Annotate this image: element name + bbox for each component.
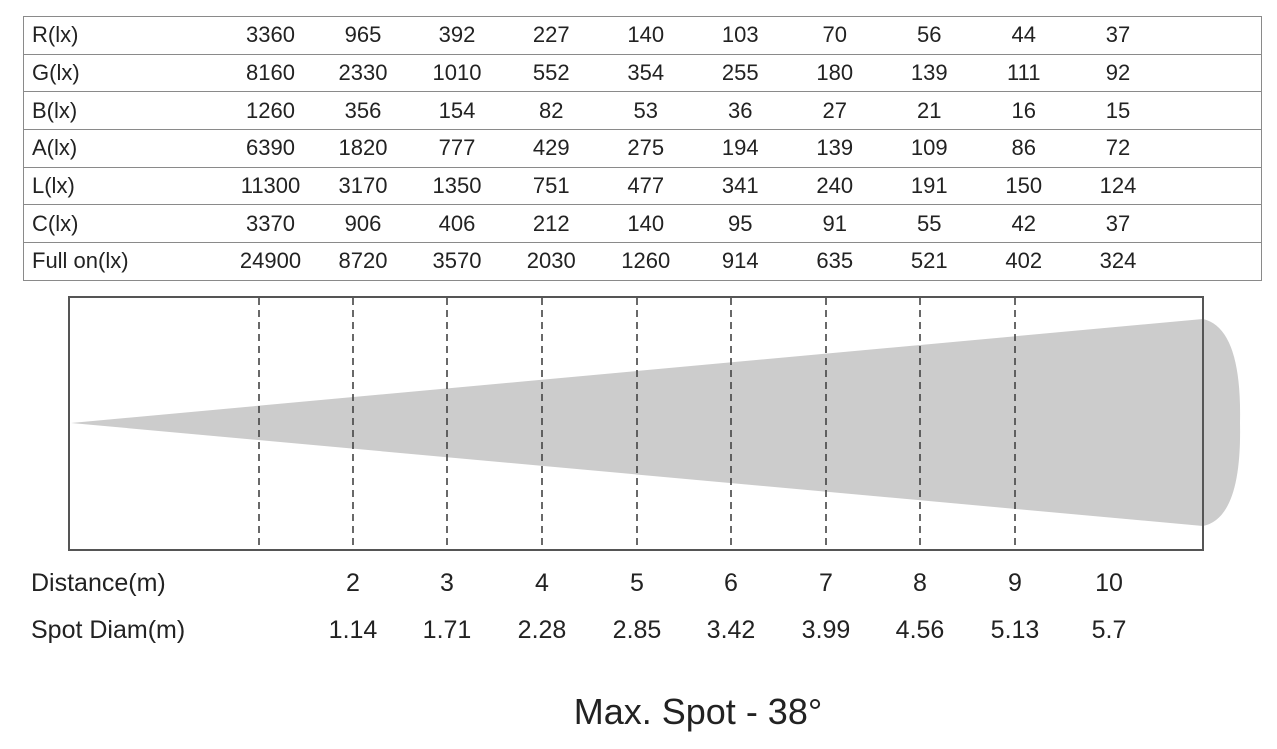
table-cell: 140 [598,16,693,55]
row-label: R(lx) [23,16,225,55]
table-cell: 1350 [410,166,504,206]
table-cell: 1260 [598,242,693,281]
distance-value: 10 [1095,569,1123,597]
table-row: G(lx) 8160 2330 1010 552 354 255 180 139 111 92 [23,53,1262,93]
table-cell: 24900 [225,242,316,281]
table-cell: 111 [976,53,1071,93]
table-cell: 15 [1071,91,1165,131]
spot-diam-value: 5.13 [990,616,1040,644]
distance-gridlines [258,298,1016,549]
table-cell: 103 [693,16,788,55]
table-cell: 140 [598,204,693,244]
table-cell: 139 [882,53,977,93]
table-cell: 109 [882,129,977,168]
table-cell: 402 [976,242,1071,281]
table-cell: 521 [882,242,977,281]
beam-cone [71,319,1241,526]
table-cell: 2030 [504,242,599,281]
table-padding-cell [1165,53,1262,93]
distance-value: 9 [1008,569,1022,597]
row-label: A(lx) [23,129,225,168]
table-cell: 227 [504,16,599,55]
table-cell: 324 [1071,242,1165,281]
table-cell: 3360 [225,16,316,55]
row-label: B(lx) [23,91,225,131]
spot-diam-label: Spot Diam(m) [31,616,186,644]
table-cell: 70 [787,16,882,55]
distance-value: 4 [535,569,549,597]
lux-table-body: R(lx) 3360 965 392 227 140 103 70 56 44 37 G(lx) 816… [23,16,1262,281]
table-cell: 965 [316,16,410,55]
distance-label: Distance(m) [31,569,166,597]
table-row: L(lx) 11300 3170 1350 751 477 341 240 191 150 124 [23,166,1262,206]
table-cell: 777 [410,129,504,168]
spot-diam-value: 2.85 [612,616,662,644]
table-cell: 240 [787,166,882,206]
spot-diam-value: 2.28 [517,616,567,644]
table-cell: 124 [1071,166,1165,206]
table-row: A(lx) 6390 1820 777 429 275 194 139 109 86 72 [23,129,1262,168]
table-row: Full on(lx) 24900 8720 3570 2030 1260 914 635 52… [23,242,1262,281]
distance-value: 5 [630,569,644,597]
table-cell: 3170 [316,166,410,206]
spot-diam-value: 3.99 [801,616,851,644]
caption: Max. Spot - 38° [573,691,823,732]
table-row: B(lx) 1260 356 154 82 53 36 27 21 16 15 [23,91,1262,131]
table-padding-cell [1165,242,1262,281]
table-padding-cell [1165,204,1262,244]
spot-diam-value: 5.7 [1091,616,1127,644]
row-label: G(lx) [23,53,225,93]
table-cell: 914 [693,242,788,281]
spot-diam-value: 1.71 [422,616,472,644]
table-cell: 1010 [410,53,504,93]
table-cell: 6390 [225,129,316,168]
spot-diam-value: 1.14 [328,616,378,644]
distance-value: 8 [913,569,927,597]
lux-table: R(lx) 3360 965 392 227 140 103 70 56 44 37 G(lx) 816… [23,16,1262,281]
table-row: C(lx) 3370 906 406 212 140 95 91 55 42 37 [23,204,1262,244]
distance-value: 3 [440,569,454,597]
distance-value: 6 [724,569,738,597]
table-cell: 429 [504,129,599,168]
table-cell: 91 [787,204,882,244]
table-cell: 139 [787,129,882,168]
table-cell: 180 [787,53,882,93]
table-row: R(lx) 3360 965 392 227 140 103 70 56 44 37 [23,16,1262,55]
table-cell: 194 [693,129,788,168]
table-cell: 477 [598,166,693,206]
table-cell: 751 [504,166,599,206]
table-cell: 150 [976,166,1071,206]
spot-diam-value: 3.42 [706,616,756,644]
table-cell: 552 [504,53,599,93]
distance-value: 2 [346,569,360,597]
table-cell: 354 [598,53,693,93]
row-label: Full on(lx) [23,242,225,281]
table-cell: 92 [1071,53,1165,93]
table-cell: 406 [410,204,504,244]
table-cell: 392 [410,16,504,55]
table-cell: 8160 [225,53,316,93]
table-cell: 56 [882,16,977,55]
table-cell: 42 [976,204,1071,244]
table-cell: 212 [504,204,599,244]
table-cell: 8720 [316,242,410,281]
distance-value: 7 [819,569,833,597]
table-cell: 36 [693,91,788,131]
table-cell: 2330 [316,53,410,93]
table-cell: 906 [316,204,410,244]
table-cell: 44 [976,16,1071,55]
table-cell: 37 [1071,16,1165,55]
table-cell: 3570 [410,242,504,281]
table-cell: 86 [976,129,1071,168]
table-cell: 635 [787,242,882,281]
table-cell: 356 [316,91,410,131]
diagram-frame-outline [68,296,1204,551]
table-cell: 72 [1071,129,1165,168]
spot-diam-value: 4.56 [895,616,945,644]
table-cell: 1260 [225,91,316,131]
